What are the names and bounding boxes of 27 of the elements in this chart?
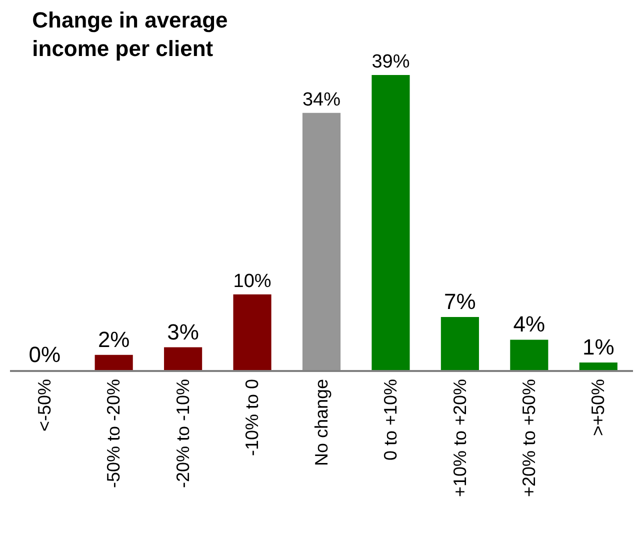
bar [440, 317, 479, 370]
data-label: 10% [233, 271, 272, 292]
x-tick-label: >+50% [588, 378, 608, 436]
bar [510, 340, 548, 370]
x-tick-label: +10% to +20% [450, 378, 470, 498]
data-label: 4% [513, 312, 546, 337]
data-label: 7% [444, 289, 476, 314]
bar [233, 294, 272, 370]
bar [579, 362, 618, 370]
x-tick-label: -10% to 0 [242, 378, 262, 456]
data-label: 34% [302, 89, 341, 110]
chart-title: Change in average income per client [32, 7, 228, 61]
data-label: 0% [28, 342, 61, 367]
data-label: 3% [167, 319, 199, 344]
bar [164, 347, 202, 370]
data-label: 39% [372, 52, 410, 73]
bar [302, 112, 341, 370]
data-label: 1% [582, 334, 614, 360]
bar [372, 75, 410, 370]
x-tick-label: -20% to -10% [172, 378, 193, 488]
x-tick-label: No change [311, 378, 332, 466]
x-tick-label: 0 to +10% [380, 378, 401, 461]
data-label: 2% [98, 326, 130, 352]
x-tick-label: -50% to -20% [104, 378, 124, 488]
x-tick-label: +20% to +50% [519, 378, 540, 498]
x-tick-label: <-50% [34, 378, 54, 432]
bar [94, 354, 133, 370]
